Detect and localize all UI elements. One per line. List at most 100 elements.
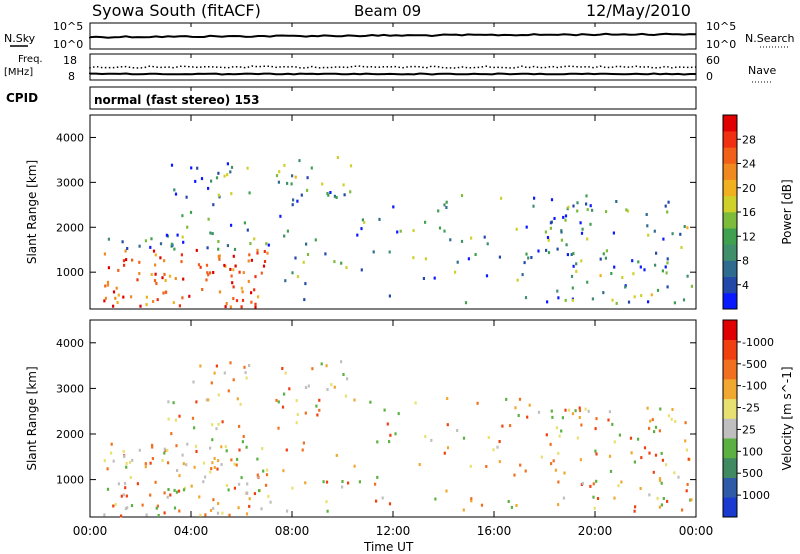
range-gate-cell: [460, 239, 464, 243]
range-gate-cell: [422, 277, 425, 280]
range-gate-cell: [115, 286, 118, 290]
range-gate-cell: [218, 290, 222, 294]
range-gate-cell: [210, 467, 213, 471]
range-gate-cell: [394, 432, 397, 436]
range-gate-cell: [283, 163, 286, 167]
range-gate-cell: [660, 481, 663, 485]
range-gate-cell: [254, 275, 257, 279]
range-gate-cell: [145, 513, 148, 517]
range-gate-cell: [587, 409, 590, 413]
range-gate-cell: [161, 459, 164, 462]
range-gate-cell: [296, 199, 299, 203]
power-panel: 1000 2000 3000 4000 Slant Range [km] 4 8 12 16 20…: [25, 114, 794, 310]
range-gate-cell: [248, 191, 251, 195]
range-gate-cell: [686, 274, 689, 278]
range-gate-cell: [223, 371, 226, 375]
range-gate-cell: [176, 233, 179, 237]
range-gate-cell: [524, 296, 528, 300]
y-tick-label: 2000: [56, 428, 84, 441]
range-gate-cell: [658, 477, 662, 481]
range-gate-cell: [167, 488, 170, 491]
range-gate-cell: [686, 226, 689, 230]
range-gate-cell: [649, 419, 652, 423]
range-gate-cell: [567, 205, 570, 209]
colorbar-frame: [722, 319, 738, 518]
range-gate-cell: [209, 470, 212, 474]
y-tick-label: 3000: [56, 382, 84, 395]
range-gate-cell: [602, 291, 605, 295]
range-gate-cell: [611, 422, 614, 426]
range-gate-cell: [233, 247, 237, 251]
range-gate-cell: [104, 296, 107, 300]
x-tick-label: 16:00: [477, 524, 512, 538]
range-gate-cell: [683, 225, 686, 228]
range-gate-cell: [449, 238, 452, 242]
range-gate-cell: [263, 250, 266, 253]
range-gate-cell: [662, 497, 665, 500]
range-gate-cell: [177, 489, 181, 493]
range-gate-cell: [341, 485, 344, 489]
range-gate-cell: [239, 402, 242, 406]
range-gate-cell: [685, 489, 688, 493]
range-gate-cell: [153, 279, 157, 283]
colorbar-segment: [723, 163, 737, 180]
range-gate-cell: [253, 492, 256, 496]
range-gate-cell: [112, 459, 115, 463]
range-gate-cell: [372, 250, 375, 254]
range-gate-cell: [397, 412, 400, 416]
range-gate-cell: [629, 436, 633, 440]
range-gate-cell: [605, 210, 608, 214]
range-gate-cell: [613, 496, 616, 500]
range-gate-cell: [388, 294, 391, 298]
range-gate-cell: [306, 188, 309, 192]
range-gate-cell: [487, 436, 490, 439]
range-gate-cell: [286, 229, 289, 233]
range-gate-cell: [322, 480, 325, 484]
range-gate-cell: [163, 259, 166, 263]
range-gate-cell: [229, 361, 232, 365]
range-gate-cell: [654, 453, 658, 457]
range-gate-cell: [591, 297, 594, 301]
range-gate-cell: [626, 209, 630, 213]
range-gate-cell: [139, 304, 142, 308]
range-gate-cell: [360, 227, 363, 231]
range-gate-cell: [193, 426, 196, 430]
range-gate-cell: [116, 301, 119, 304]
range-gate-cell: [518, 397, 522, 401]
range-gate-cell: [235, 463, 238, 467]
range-gate-cell: [613, 440, 616, 444]
range-gate-cell: [235, 299, 239, 303]
range-gate-cell: [470, 236, 473, 240]
range-gate-cell: [232, 378, 235, 382]
range-gate-cell: [578, 406, 581, 410]
range-gate-cell: [103, 513, 106, 517]
range-gate-cell: [265, 483, 268, 487]
range-gate-cell: [677, 475, 680, 479]
range-gate-cell: [210, 381, 213, 385]
range-gate-cell: [173, 506, 177, 510]
range-gate-cell: [281, 405, 285, 409]
range-gate-cell: [291, 486, 294, 490]
range-gate-cell: [170, 242, 173, 246]
range-gate-cell: [163, 272, 166, 276]
range-gate-cell: [592, 482, 595, 486]
colorbar-segment: [723, 497, 737, 518]
range-gate-cell: [121, 240, 124, 244]
y-tick-label: 1000: [56, 474, 84, 487]
range-gate-cell: [445, 200, 448, 204]
colorbar-segment: [723, 438, 737, 459]
range-gate-cell: [173, 488, 176, 492]
velocity-panel: 1000 2000 3000 4000 Slant Range [km] 1000 500 1…: [25, 319, 794, 518]
range-gate-cell: [122, 449, 125, 453]
range-gate-cell: [547, 238, 550, 242]
range-gate-cell: [226, 162, 229, 166]
range-gate-cell: [182, 488, 186, 492]
range-gate-cell: [223, 263, 226, 267]
range-gate-cell: [167, 461, 170, 465]
range-gate-cell: [206, 246, 209, 250]
range-gate-cell: [509, 424, 512, 428]
range-gate-cell: [633, 509, 636, 513]
range-gate-cell: [104, 284, 107, 288]
range-gate-cell: [664, 265, 667, 269]
range-gate-cell: [639, 487, 642, 490]
